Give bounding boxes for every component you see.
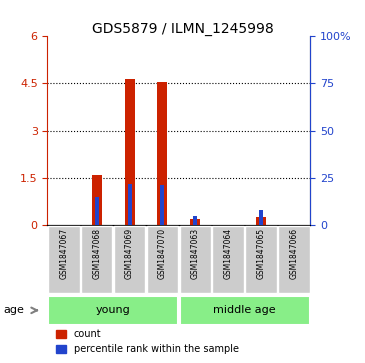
Text: young: young (96, 305, 131, 315)
FancyBboxPatch shape (48, 295, 178, 325)
Bar (128, 184, 131, 225)
FancyBboxPatch shape (147, 227, 178, 293)
Text: age: age (4, 305, 24, 315)
FancyBboxPatch shape (81, 227, 112, 293)
FancyBboxPatch shape (212, 227, 244, 293)
Text: GSM1847063: GSM1847063 (191, 228, 200, 279)
FancyBboxPatch shape (114, 227, 145, 293)
Bar (125, 79, 135, 225)
FancyBboxPatch shape (245, 227, 277, 293)
FancyBboxPatch shape (48, 227, 80, 293)
Bar (161, 185, 164, 225)
FancyBboxPatch shape (278, 227, 310, 293)
FancyBboxPatch shape (180, 227, 211, 293)
Legend: count, percentile rank within the sample: count, percentile rank within the sample (52, 326, 243, 358)
Bar (158, 82, 168, 225)
Text: GDS5879 / ILMN_1245998: GDS5879 / ILMN_1245998 (92, 22, 273, 36)
Bar (191, 219, 200, 225)
Text: GSM1847067: GSM1847067 (59, 228, 68, 279)
Text: GSM1847068: GSM1847068 (92, 228, 101, 279)
Bar (95, 197, 99, 225)
Text: GSM1847065: GSM1847065 (257, 228, 265, 279)
Bar (256, 217, 266, 225)
Text: GSM1847064: GSM1847064 (224, 228, 233, 279)
Bar (259, 210, 263, 225)
Text: GSM1847070: GSM1847070 (158, 228, 167, 279)
FancyBboxPatch shape (180, 295, 310, 325)
Text: middle age: middle age (213, 305, 276, 315)
Bar (193, 216, 197, 225)
Text: GSM1847069: GSM1847069 (125, 228, 134, 279)
Text: GSM1847066: GSM1847066 (289, 228, 298, 279)
Bar (92, 175, 101, 225)
